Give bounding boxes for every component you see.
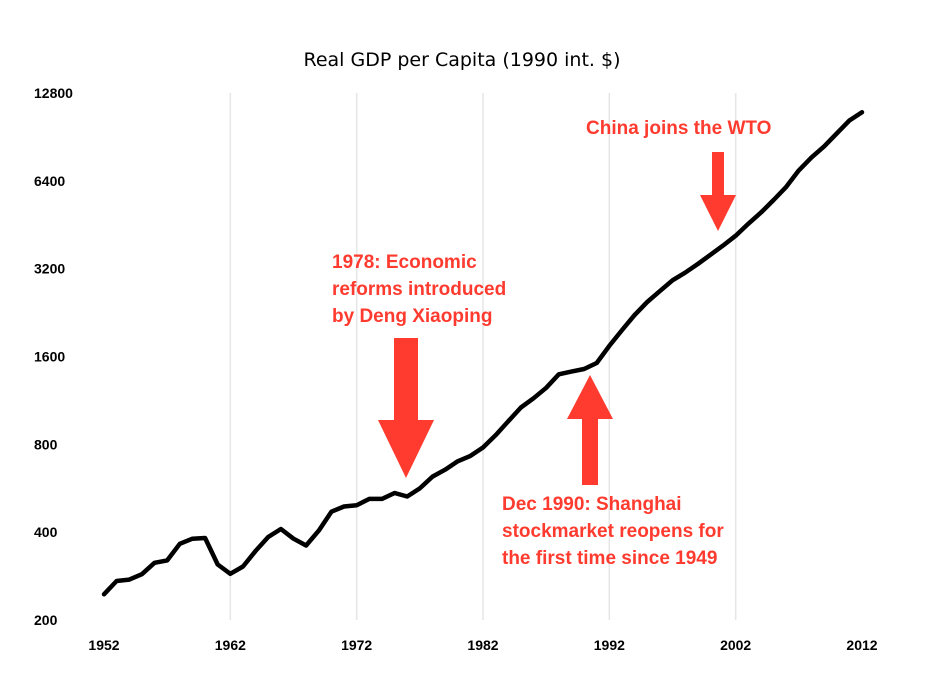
y-tick-label: 800 bbox=[34, 436, 58, 452]
annotation-text: Dec 1990: Shanghai bbox=[502, 494, 682, 515]
annotation-1: 1978: Economic reforms introduced by Deng … bbox=[332, 252, 506, 478]
x-tick-label: 2002 bbox=[720, 637, 751, 653]
annotation-text: stockmarket reopens for bbox=[502, 521, 724, 542]
x-axis-ticks: 1952 1962 1972 1982 1992 2002 2012 bbox=[88, 637, 877, 653]
y-tick-label: 12800 bbox=[34, 85, 73, 101]
x-tick-label: 1972 bbox=[341, 637, 372, 653]
y-tick-label: 400 bbox=[34, 524, 58, 540]
grid-lines bbox=[229, 93, 737, 620]
x-tick-label: 2012 bbox=[846, 637, 877, 653]
annotation-arrow bbox=[700, 152, 736, 231]
annotation-text: 1978: Economic bbox=[332, 252, 477, 273]
y-tick-label: 200 bbox=[34, 612, 58, 628]
chart-title: Real GDP per Capita (1990 int. $) bbox=[304, 49, 621, 71]
x-tick-label: 1992 bbox=[594, 637, 625, 653]
x-tick-label: 1962 bbox=[215, 637, 246, 653]
x-tick-label: 1952 bbox=[88, 637, 119, 653]
annotation-text: China joins the WTO bbox=[586, 118, 771, 139]
annotation-text: reforms introduced bbox=[332, 279, 506, 300]
y-tick-label: 3200 bbox=[34, 261, 65, 277]
annotation-2: Dec 1990: Shanghai stockmarket reopens fo… bbox=[502, 375, 724, 569]
y-axis-ticks: 200 400 800 1600 3200 6400 12800 bbox=[34, 85, 73, 628]
y-tick-label: 1600 bbox=[34, 349, 65, 365]
annotation-text: by Deng Xiaoping bbox=[332, 306, 492, 327]
annotation-arrow bbox=[567, 375, 613, 485]
annotations: 1978: Economic reforms introduced by Deng … bbox=[332, 118, 771, 569]
y-tick-label: 6400 bbox=[34, 173, 65, 189]
series-line bbox=[101, 109, 865, 597]
annotation-text: the first time since 1949 bbox=[502, 548, 717, 569]
x-tick-label: 1982 bbox=[467, 637, 498, 653]
annotation-3: China joins the WTO bbox=[586, 118, 771, 231]
annotation-arrow bbox=[378, 338, 434, 478]
